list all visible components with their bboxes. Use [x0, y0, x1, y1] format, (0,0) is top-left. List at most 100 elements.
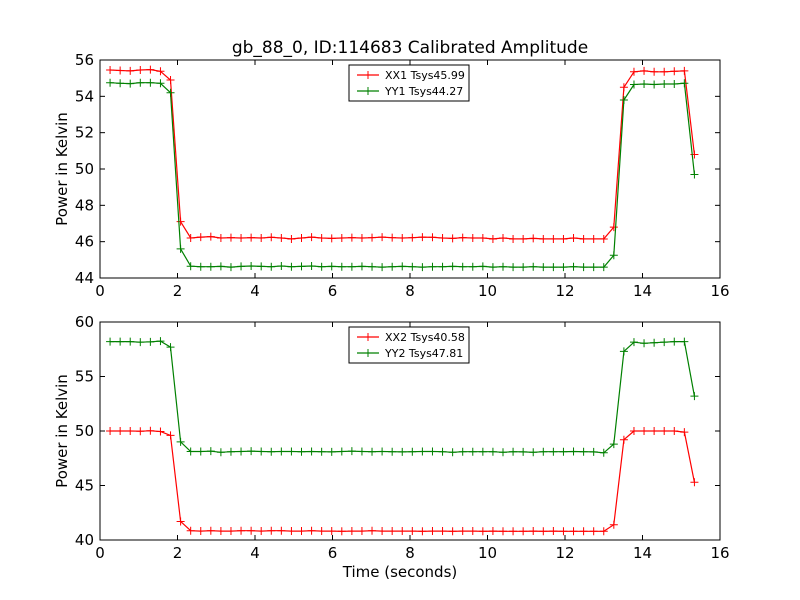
data-point [257, 234, 266, 243]
x-tick-label: 0 [95, 282, 105, 300]
x-tick-label: 12 [555, 282, 574, 300]
data-point [337, 234, 346, 243]
data-point [166, 88, 175, 97]
data-point [640, 79, 649, 88]
data-point [378, 233, 387, 242]
data-point [216, 527, 225, 536]
data-point [196, 262, 205, 271]
data-point [418, 527, 427, 536]
legend-marker [364, 71, 372, 79]
data-point [549, 234, 558, 243]
data-point [539, 263, 548, 272]
x-tick-label: 2 [173, 544, 183, 562]
data-point [247, 447, 256, 456]
data-point [519, 527, 528, 536]
data-point [478, 527, 487, 536]
data-point [529, 527, 538, 536]
data-point [660, 338, 669, 347]
data-point [378, 263, 387, 272]
x-tick-label: 14 [633, 282, 652, 300]
data-point [398, 527, 407, 536]
data-point [499, 448, 507, 457]
x-tick-label: 4 [250, 544, 260, 562]
data-point [549, 263, 558, 272]
data-point [488, 263, 497, 272]
data-point [116, 337, 125, 346]
data-point [176, 244, 185, 253]
data-point [388, 262, 397, 271]
data-point [297, 527, 306, 536]
data-point [146, 65, 155, 74]
data-point [680, 428, 689, 437]
data-point [327, 527, 336, 536]
data-point [579, 263, 588, 272]
data-point [488, 527, 497, 536]
data-point [499, 527, 507, 536]
data-point [206, 447, 215, 456]
data-point [307, 262, 316, 271]
data-point [509, 447, 518, 456]
data-point [106, 337, 115, 346]
data-point [226, 263, 235, 272]
data-point [317, 447, 326, 456]
legend-label: YY1 Tsys44.27 [384, 85, 463, 98]
x-tick-label: 12 [555, 544, 574, 562]
data-point [589, 263, 598, 272]
data-point [569, 527, 578, 536]
data-point [619, 347, 628, 356]
data-point [388, 447, 397, 456]
x-tick-label: 16 [710, 544, 729, 562]
data-point [206, 232, 215, 241]
data-point [579, 527, 588, 536]
data-point [418, 447, 427, 456]
data-point [216, 448, 225, 457]
data-point [509, 234, 518, 243]
data-point [559, 527, 568, 536]
x-tick-label: 16 [710, 282, 729, 300]
y-tick-label: 52 [75, 124, 94, 142]
data-point [186, 526, 195, 535]
legend-marker [364, 349, 372, 357]
data-point [297, 234, 306, 243]
data-point [629, 427, 638, 435]
x-tick-label: 2 [173, 282, 183, 300]
data-point [418, 233, 427, 242]
data-point [629, 338, 638, 347]
data-point [529, 262, 538, 271]
data-point [478, 234, 487, 243]
data-point [327, 262, 336, 271]
data-point [357, 527, 366, 536]
data-point [126, 337, 135, 346]
data-point [357, 262, 366, 271]
y-tick-label: 56 [75, 51, 94, 69]
data-point [468, 234, 477, 243]
data-point [307, 526, 316, 535]
data-point [418, 263, 427, 272]
data-point [156, 427, 165, 436]
data-point [337, 527, 346, 536]
data-point [368, 233, 377, 242]
data-point [116, 427, 125, 435]
data-point [237, 526, 246, 535]
data-point [599, 527, 608, 536]
data-point [297, 262, 306, 271]
data-point [378, 447, 387, 456]
data-point [257, 447, 266, 456]
data-point [670, 67, 679, 76]
x-tick-label: 6 [328, 544, 338, 562]
data-point [690, 478, 699, 487]
y-tick-label: 46 [75, 233, 94, 251]
data-point [307, 233, 316, 242]
data-point [136, 427, 145, 436]
data-point [629, 80, 638, 89]
data-point [226, 527, 235, 536]
data-point [499, 234, 507, 243]
data-point [206, 526, 215, 535]
data-point [408, 447, 417, 456]
data-point [428, 262, 437, 271]
data-point [247, 233, 256, 242]
data-point [660, 427, 669, 435]
data-point [640, 427, 649, 435]
data-point [539, 234, 548, 243]
